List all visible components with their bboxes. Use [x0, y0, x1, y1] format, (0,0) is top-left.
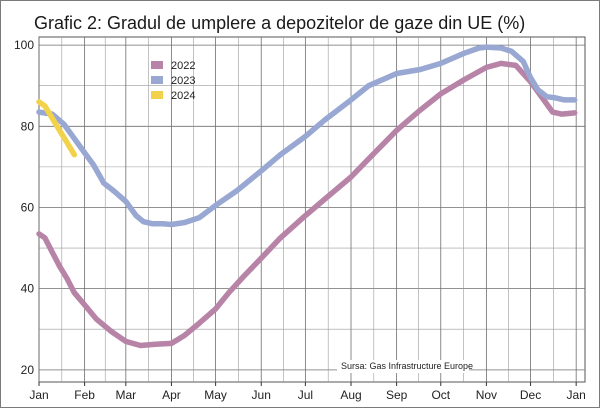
source-text: Sursa: Gas Infrastructure Europe: [341, 361, 473, 371]
x-tick-label: Oct: [431, 388, 450, 402]
chart-title: Grafic 2: Gradul de umplere a depozitelo…: [34, 13, 526, 33]
x-tick-label: Mar: [115, 388, 136, 402]
x-tick-label: Jun: [252, 388, 271, 402]
x-tick-label: Sep: [386, 388, 408, 402]
source-background: [337, 360, 469, 373]
x-tick-label: Apr: [162, 388, 181, 402]
source-note: Sursa: Gas Infrastructure Europe: [337, 360, 473, 373]
y-tick-label: 80: [21, 119, 35, 133]
x-tick-label: Aug: [340, 388, 361, 402]
series-lines: [36, 44, 578, 349]
x-tick-label: Nov: [476, 388, 497, 402]
y-axis: 20 40 60 80 100: [14, 38, 34, 377]
legend-swatch-2024: [151, 91, 163, 99]
y-tick-label: 20: [21, 363, 35, 377]
x-axis: Jan Feb Mar Apr May Jun Jul Aug Sep Oct Nov Dec Jan: [29, 382, 586, 402]
legend-label-2022: 2022: [171, 60, 195, 72]
series-line-2022: [36, 60, 578, 349]
series-line-2023: [36, 44, 578, 228]
grid-lines: [38, 36, 586, 383]
legend-label-2023: 2023: [171, 75, 195, 87]
x-tick-label: Jan: [29, 388, 48, 402]
series-line-2024: [36, 99, 78, 158]
y-tick-label: 40: [21, 282, 35, 296]
y-tick-label: 60: [21, 200, 35, 214]
x-tick-label: Feb: [74, 388, 95, 402]
x-tick-label: Dec: [520, 388, 541, 402]
x-tick-label: May: [204, 388, 227, 402]
x-tick-label: Jul: [298, 388, 313, 402]
legend: 2022 2023 2024: [151, 60, 195, 102]
legend-label-2024: 2024: [171, 90, 195, 102]
y-tick-label: 100: [14, 38, 34, 52]
legend-swatch-2022: [151, 61, 163, 69]
legend-swatch-2023: [151, 76, 163, 84]
x-tick-label: Jan: [566, 388, 585, 402]
